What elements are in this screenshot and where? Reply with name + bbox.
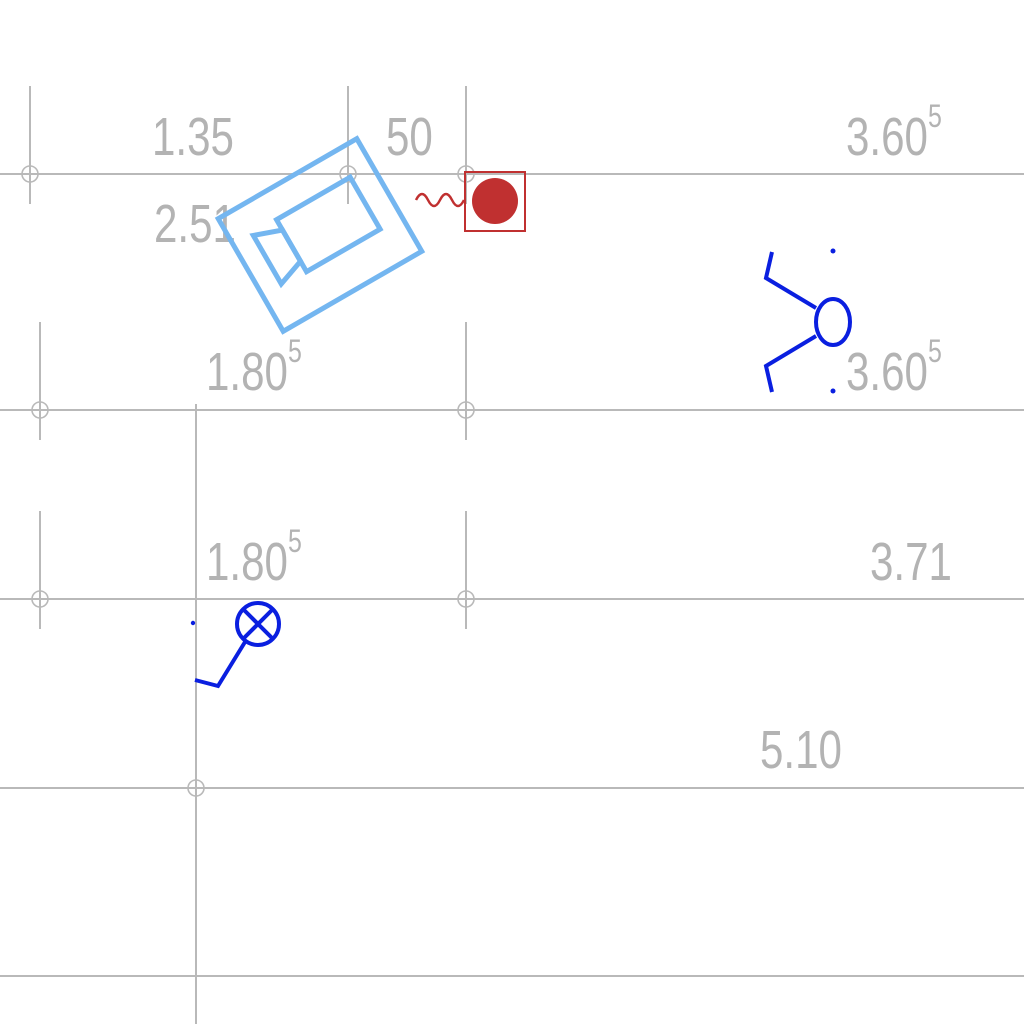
alarm-sensor-icon[interactable] xyxy=(414,171,526,232)
grid-node xyxy=(31,401,49,419)
fixture-arm-upper xyxy=(763,251,818,310)
outlet-symbol-icon[interactable] xyxy=(190,601,281,689)
security-camera-icon[interactable] xyxy=(214,135,426,335)
dimension-label-9: 5.10 xyxy=(760,720,842,780)
dimension-label-2: 50 xyxy=(386,107,433,167)
camera-body xyxy=(273,173,384,276)
outlet-lead xyxy=(194,640,247,689)
grid-node xyxy=(187,779,205,797)
outlet-circle xyxy=(235,601,281,647)
grid-node xyxy=(457,590,475,608)
dimension-label-6: 3.605 xyxy=(846,334,942,402)
camera-lens xyxy=(249,227,304,289)
dimension-labels: 1.35 50 3.605 2.51 1.805 3.605 1.805 3.7… xyxy=(152,99,952,780)
dimension-label-8: 3.71 xyxy=(870,532,952,592)
grid-node xyxy=(457,401,475,419)
fixture-arm-lower xyxy=(763,334,818,393)
alarm-wire xyxy=(414,192,466,208)
grid-node xyxy=(21,165,39,183)
dimension-label-5: 1.805 xyxy=(206,334,302,402)
fixture-lamp xyxy=(814,297,852,347)
fixture-dot-top xyxy=(830,248,836,254)
grid-node xyxy=(31,590,49,608)
grid-lines xyxy=(0,86,1024,1024)
light-fixture-icon[interactable] xyxy=(763,248,852,394)
dimension-label-7: 1.805 xyxy=(206,524,302,592)
alarm-box xyxy=(464,171,526,232)
outlet-dot xyxy=(190,620,196,626)
outlet-cross-b xyxy=(242,608,274,640)
alarm-dot xyxy=(472,178,518,224)
grid-node xyxy=(339,165,357,183)
fixture-dot-bottom xyxy=(830,388,836,394)
camera-housing xyxy=(214,135,426,335)
grid-nodes xyxy=(21,165,475,797)
dimension-label-1: 1.35 xyxy=(152,107,234,167)
dimension-label-3: 3.605 xyxy=(846,99,942,167)
